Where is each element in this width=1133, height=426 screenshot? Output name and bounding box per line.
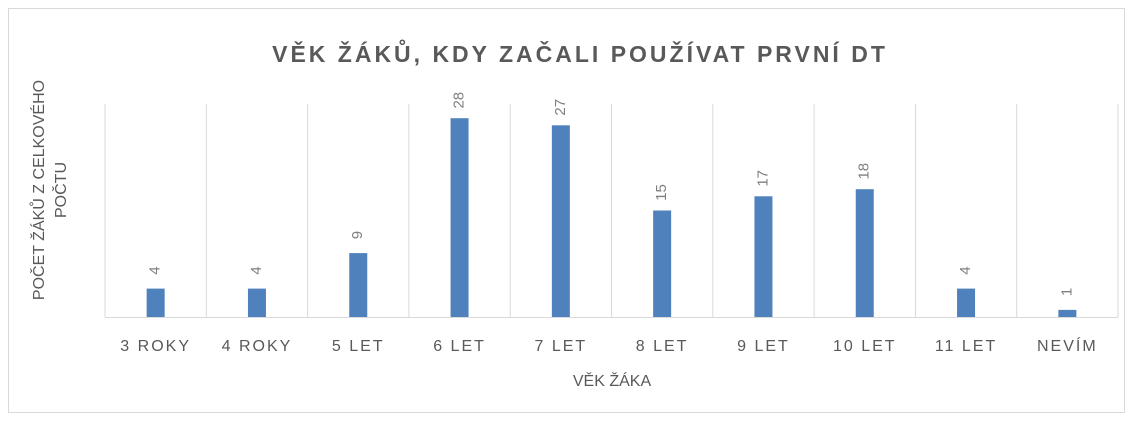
- x-axis-label: VĚK ŽÁKA: [573, 371, 652, 390]
- data-label: 4: [957, 266, 974, 274]
- y-axis-label: POČET ŽÁKŮ Z CELKOVÉHO POČTU: [29, 80, 70, 300]
- chart-title: VĚK ŽÁKŮ, KDY ZAČALI POUŽÍVAT PRVNÍ DT: [272, 38, 888, 67]
- bar: [450, 118, 469, 317]
- y-axis-label-line: POČET ŽÁKŮ Z CELKOVÉHO: [29, 80, 48, 300]
- x-tick-label: NEVÍM: [1037, 336, 1098, 355]
- x-tick-label: 7 LET: [535, 338, 588, 355]
- data-label: 17: [754, 170, 771, 187]
- x-tick-label: 9 LET: [737, 338, 790, 355]
- data-label: 9: [349, 231, 366, 239]
- bar: [855, 189, 874, 317]
- x-tick-label: 5 LET: [332, 338, 385, 355]
- data-label: 27: [552, 99, 569, 116]
- bar: [551, 125, 570, 317]
- data-label: 18: [856, 163, 873, 180]
- bar: [247, 288, 266, 317]
- x-tick-label: 6 LET: [433, 338, 486, 355]
- y-axis-label-line: POČTU: [51, 162, 70, 218]
- data-label: 4: [147, 266, 164, 274]
- bar: [1058, 309, 1077, 317]
- bar: [957, 288, 976, 317]
- x-tick-label: 3 ROKY: [120, 338, 191, 355]
- bar: [653, 210, 672, 317]
- data-label: 1: [1058, 288, 1075, 296]
- data-label: 4: [248, 266, 265, 274]
- x-tick-label: 8 LET: [636, 338, 689, 355]
- bar: [754, 196, 773, 317]
- bar: [349, 253, 368, 317]
- x-tick-label: 10 LET: [833, 338, 897, 355]
- x-tick-label: 11 LET: [935, 338, 997, 355]
- data-label: 28: [451, 92, 468, 109]
- bar: [146, 288, 165, 317]
- x-tick-label: 4 ROKY: [222, 338, 293, 355]
- data-label: 15: [653, 184, 670, 201]
